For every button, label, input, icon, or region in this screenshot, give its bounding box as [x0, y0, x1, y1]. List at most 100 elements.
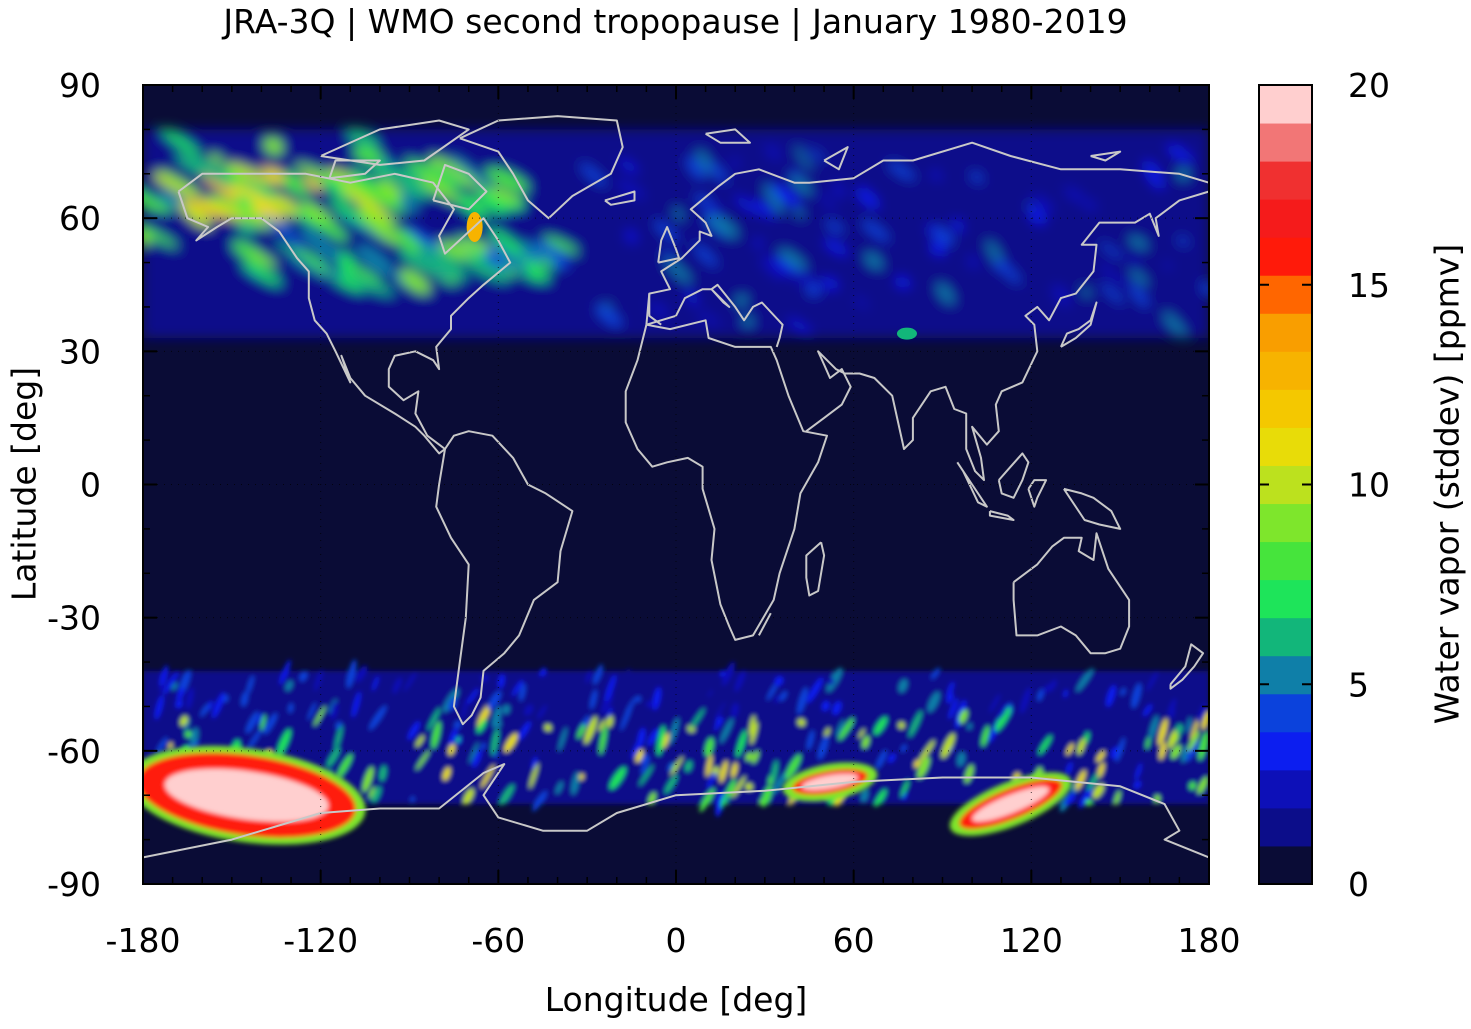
- south-streak: [1042, 684, 1049, 695]
- south-streak: [931, 667, 940, 680]
- south-streak: [958, 709, 968, 724]
- colorbar-swatch: [1259, 731, 1312, 771]
- south-streak: [577, 723, 586, 739]
- south-streak: [806, 677, 823, 703]
- north-streak: [1100, 262, 1110, 271]
- north-streak: [266, 167, 285, 185]
- north-streak: [419, 243, 465, 273]
- south-streak: [888, 753, 896, 763]
- colorbar-swatch: [1259, 617, 1312, 657]
- south-streak: [1186, 717, 1192, 734]
- south-streak: [706, 754, 713, 777]
- colorbar-tick-label: 10: [1348, 466, 1390, 505]
- coastline: [657, 226, 680, 264]
- south-streak: [159, 677, 168, 693]
- y-tick-label: 60: [59, 199, 101, 238]
- south-streak: [860, 788, 869, 803]
- south-streak: [908, 710, 923, 738]
- south-streak: [231, 694, 238, 708]
- south-streak: [355, 665, 368, 683]
- north-streak: [1129, 236, 1148, 249]
- south-streak: [184, 730, 192, 738]
- north-streak: [896, 276, 910, 289]
- south-streak: [154, 695, 164, 720]
- north-streak: [832, 182, 846, 199]
- south-streak: [307, 702, 317, 721]
- north-streak: [996, 259, 1021, 284]
- north-streak: [183, 199, 232, 219]
- north-streak: [143, 222, 178, 248]
- north-streak: [242, 181, 284, 200]
- x-tick-label: 60: [833, 921, 875, 960]
- south-streak: [766, 681, 779, 701]
- colorbar-swatch: [1259, 237, 1312, 276]
- north-streak: [986, 240, 1004, 267]
- south-streak: [731, 702, 739, 719]
- south-streak: [946, 682, 955, 704]
- north-streak: [494, 247, 529, 274]
- north-streak: [281, 173, 303, 189]
- north-streak: [1163, 312, 1187, 338]
- south-streak: [706, 771, 717, 789]
- north-streak: [795, 276, 803, 285]
- coastline: [648, 293, 662, 326]
- south-streak: [625, 697, 637, 714]
- south-streak: [604, 674, 616, 702]
- north-streak: [862, 220, 889, 242]
- south-streak: [369, 705, 387, 730]
- coastline: [988, 510, 1015, 521]
- south-streak: [702, 678, 714, 699]
- south-streak: [1085, 799, 1093, 807]
- y-tick-label: 30: [59, 332, 101, 371]
- south-streak: [1170, 744, 1181, 759]
- y-tick-label: 90: [59, 66, 101, 105]
- south-streak: [1106, 685, 1116, 707]
- south-streak: [647, 728, 659, 747]
- south-streak: [1175, 724, 1183, 735]
- south-streak: [734, 670, 746, 692]
- grid-lines: [143, 85, 1209, 884]
- south-streak: [745, 783, 753, 791]
- south-streak: [876, 749, 887, 769]
- north-streak: [1100, 283, 1125, 304]
- south-streak: [277, 729, 291, 757]
- north-streak: [337, 213, 389, 242]
- north-streak: [1129, 283, 1149, 308]
- south-streak: [750, 721, 758, 745]
- south-streak: [263, 712, 278, 735]
- south-streak: [532, 790, 548, 812]
- north-streak: [410, 256, 428, 269]
- south-streak: [200, 703, 210, 717]
- north-streak: [1081, 287, 1091, 297]
- north-streak: [179, 200, 212, 229]
- south-streak: [1198, 731, 1209, 761]
- y-tick-label: -60: [47, 732, 101, 771]
- south-streak: [714, 716, 723, 731]
- north-streak: [693, 244, 718, 267]
- north-streak: [673, 207, 683, 221]
- south-streak: [175, 699, 183, 709]
- south-streak: [518, 721, 531, 740]
- y-tick-label: 0: [80, 466, 101, 505]
- north-streak: [764, 183, 784, 214]
- north-streak: [596, 305, 622, 328]
- south-streak: [448, 743, 455, 756]
- x-axis-label: Longitude [deg]: [544, 980, 808, 1019]
- south-streak: [1092, 783, 1105, 799]
- south-streak: [898, 722, 905, 729]
- south-streak: [334, 724, 343, 751]
- coastline: [320, 119, 470, 166]
- y-axis: 90 60 30 0 -30 -60 -90: [47, 66, 1209, 904]
- south-streak: [469, 742, 479, 764]
- south-streak: [1114, 790, 1121, 806]
- north-streak: [270, 194, 299, 217]
- south-streak: [731, 762, 738, 778]
- north-streak: [462, 194, 486, 211]
- coastline: [1169, 643, 1205, 690]
- colorbar-swatch: [1259, 845, 1312, 885]
- south-streak: [607, 707, 613, 719]
- south-streak: [1075, 770, 1086, 791]
- south-streak: [590, 689, 597, 710]
- south-streak: [449, 727, 458, 746]
